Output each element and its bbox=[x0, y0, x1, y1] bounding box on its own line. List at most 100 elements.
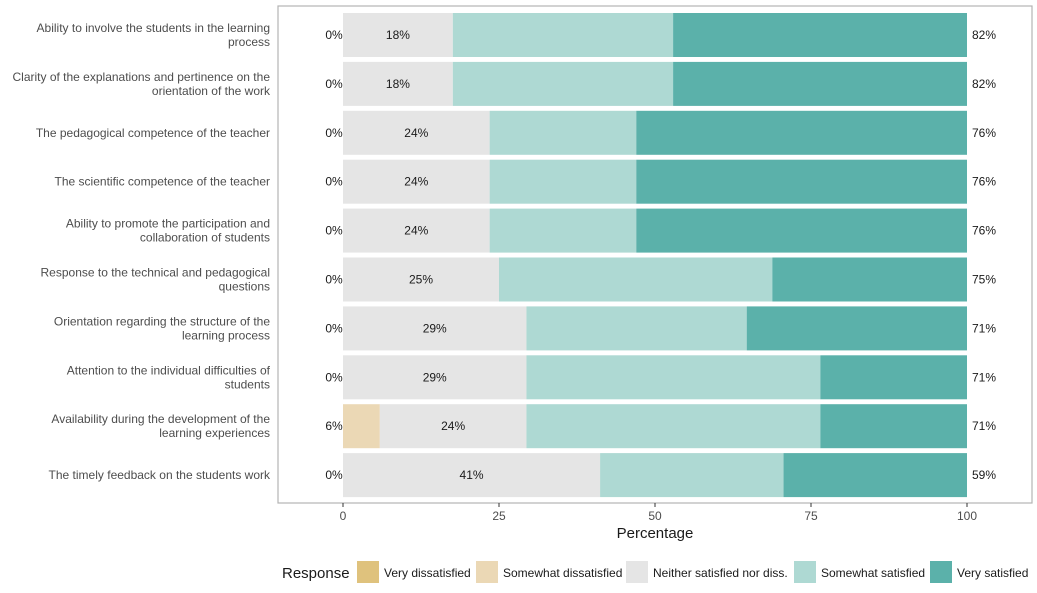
center-value-label: 29% bbox=[423, 370, 447, 384]
category-label: Response to the technical and pedagogica… bbox=[41, 266, 271, 280]
bar-segment bbox=[343, 159, 490, 204]
bar-segment bbox=[499, 257, 773, 302]
bar-segment bbox=[820, 404, 967, 449]
bar-segment bbox=[783, 453, 967, 498]
legend-swatch bbox=[626, 561, 648, 583]
x-tick-label: 25 bbox=[492, 509, 506, 523]
left-value-label: 0% bbox=[325, 77, 343, 91]
bar-segment bbox=[820, 355, 967, 400]
bar-segment bbox=[489, 208, 637, 253]
bar-segment bbox=[489, 110, 637, 155]
bar-segment bbox=[636, 208, 967, 253]
bar-segment bbox=[343, 110, 490, 155]
bars-group bbox=[343, 13, 967, 498]
bar-segment bbox=[343, 306, 527, 351]
category-labels: Ability to involve the students in the l… bbox=[12, 21, 271, 482]
right-value-label: 71% bbox=[972, 321, 996, 335]
category-label: The pedagogical competence of the teache… bbox=[36, 126, 270, 140]
category-label: collaboration of students bbox=[140, 231, 270, 245]
left-value-label: 6% bbox=[325, 419, 343, 433]
category-label: learning process bbox=[182, 328, 270, 342]
category-label: learning experiences bbox=[159, 426, 270, 440]
category-label: Ability to involve the students in the l… bbox=[37, 21, 270, 35]
legend-label: Very dissatisfied bbox=[384, 566, 471, 580]
bar-segment bbox=[343, 61, 453, 106]
legend-swatch bbox=[357, 561, 379, 583]
bar-segment bbox=[343, 13, 453, 57]
bar-segment bbox=[526, 355, 821, 400]
x-tick-label: 100 bbox=[957, 509, 977, 523]
bar-segment bbox=[746, 306, 967, 351]
right-value-label: 82% bbox=[972, 28, 996, 42]
center-value-label: 29% bbox=[423, 321, 447, 335]
center-value-label: 18% bbox=[386, 28, 410, 42]
right-value-label: 76% bbox=[972, 126, 996, 140]
bar-segment bbox=[343, 208, 490, 253]
right-value-label: 82% bbox=[972, 77, 996, 91]
right-value-label: 71% bbox=[972, 419, 996, 433]
right-value-label: 71% bbox=[972, 370, 996, 384]
bar-segment bbox=[343, 404, 380, 449]
category-label: orientation of the work bbox=[152, 84, 271, 98]
category-label: process bbox=[228, 35, 270, 49]
left-value-label: 0% bbox=[325, 273, 343, 287]
category-label: Orientation regarding the structure of t… bbox=[54, 314, 270, 328]
left-value-label: 0% bbox=[325, 370, 343, 384]
x-tick-label: 0 bbox=[340, 509, 347, 523]
legend-label: Somewhat dissatisfied bbox=[503, 566, 622, 580]
center-value-label: 25% bbox=[409, 273, 433, 287]
left-value-label: 0% bbox=[325, 28, 343, 42]
bar-segment bbox=[636, 110, 967, 155]
legend-swatch bbox=[794, 561, 816, 583]
legend-label: Neither satisfied nor diss. bbox=[653, 566, 788, 580]
legend-swatch bbox=[930, 561, 952, 583]
center-value-label: 24% bbox=[404, 175, 428, 189]
left-value-label: 0% bbox=[325, 224, 343, 238]
bar-segment bbox=[600, 453, 784, 498]
bar-segment bbox=[526, 404, 821, 449]
left-value-label: 0% bbox=[325, 468, 343, 482]
left-value-label: 0% bbox=[325, 126, 343, 140]
bar-segment bbox=[343, 355, 527, 400]
bar-segment bbox=[343, 453, 601, 498]
bar-segment bbox=[489, 159, 637, 204]
center-value-label: 24% bbox=[404, 224, 428, 238]
left-value-label: 0% bbox=[325, 175, 343, 189]
legend-label: Somewhat satisfied bbox=[821, 566, 925, 580]
bar-segment bbox=[452, 61, 674, 106]
center-value-label: 18% bbox=[386, 77, 410, 91]
bar-segment bbox=[452, 13, 674, 57]
legend-swatch bbox=[476, 561, 498, 583]
category-label: The scientific competence of the teacher bbox=[55, 175, 270, 189]
right-value-label: 59% bbox=[972, 468, 996, 482]
center-value-label: 41% bbox=[460, 468, 484, 482]
center-value-label: 24% bbox=[441, 419, 465, 433]
x-axis: Percentage 0 25 50 75 100 bbox=[340, 503, 977, 542]
x-tick-label: 50 bbox=[648, 509, 662, 523]
bar-segment bbox=[636, 159, 967, 204]
right-value-label: 76% bbox=[972, 175, 996, 189]
category-label: Clarity of the explanations and pertinen… bbox=[12, 70, 270, 84]
bar-segment bbox=[772, 257, 967, 302]
right-value-label: 76% bbox=[972, 224, 996, 238]
legend: Response Very dissatisfied Somewhat dissa… bbox=[282, 561, 1028, 583]
right-value-label: 75% bbox=[972, 273, 996, 287]
legend-label: Very satisfied bbox=[957, 566, 1028, 580]
bar-segment bbox=[379, 404, 527, 449]
category-label: Ability to promote the participation and bbox=[66, 217, 270, 231]
left-value-label: 0% bbox=[325, 321, 343, 335]
category-label: The timely feedback on the students work bbox=[49, 468, 271, 482]
category-label: Availability during the development of t… bbox=[51, 412, 270, 426]
x-tick-label: 75 bbox=[804, 509, 818, 523]
bar-segment bbox=[673, 61, 967, 106]
x-axis-title: Percentage bbox=[617, 525, 694, 542]
value-labels: 0% 18% 82% 0% 18% 82% 0% 24% 76% 0% 24% 76% 0% 24% 76%… bbox=[325, 28, 996, 482]
bar-segment bbox=[343, 257, 499, 302]
category-label: students bbox=[225, 377, 270, 391]
bar-segment bbox=[673, 13, 967, 57]
center-value-label: 24% bbox=[404, 126, 428, 140]
legend-title: Response bbox=[282, 565, 350, 582]
category-label: questions bbox=[219, 280, 270, 294]
bar-segment bbox=[526, 306, 747, 351]
